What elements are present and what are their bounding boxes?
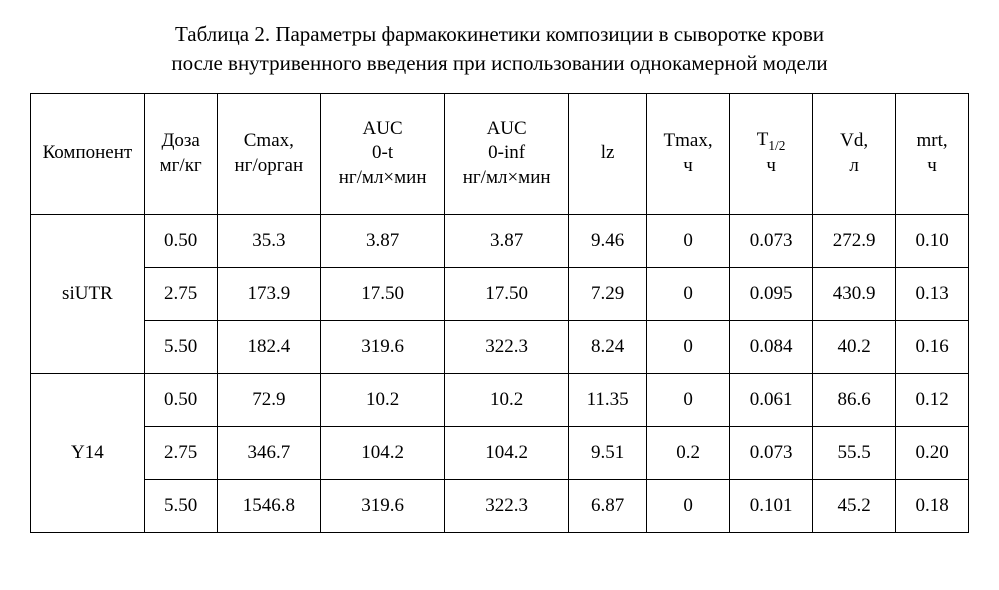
header-row: Компонент Доза мг/кг Cmax, нг/орган AUC … — [31, 93, 969, 214]
table-row: 5.50 182.4 319.6 322.3 8.24 0 0.084 40.2… — [31, 320, 969, 373]
cell-vd: 430.9 — [813, 267, 896, 320]
header-t-half: T1/2 ч — [730, 93, 813, 214]
table-row: 2.75 346.7 104.2 104.2 9.51 0.2 0.073 55… — [31, 426, 969, 479]
cell-t12: 0.073 — [730, 214, 813, 267]
cell-auc0inf: 104.2 — [445, 426, 569, 479]
header-auc-0t: AUC 0-t нг/мл×мин — [321, 93, 445, 214]
cell-auc0inf: 322.3 — [445, 479, 569, 532]
cell-auc0t: 319.6 — [321, 320, 445, 373]
cell-cmax: 35.3 — [217, 214, 321, 267]
cell-auc0t: 319.6 — [321, 479, 445, 532]
cell-dose: 2.75 — [144, 267, 217, 320]
cell-mrt: 0.12 — [896, 373, 969, 426]
cell-mrt: 0.10 — [896, 214, 969, 267]
header-auc-0inf: AUC 0-inf нг/мл×мин — [445, 93, 569, 214]
component-cell: Y14 — [31, 373, 145, 532]
header-tmax: Tmax, ч — [647, 93, 730, 214]
cell-vd: 55.5 — [813, 426, 896, 479]
cell-auc0t: 10.2 — [321, 373, 445, 426]
cell-vd: 86.6 — [813, 373, 896, 426]
cell-dose: 5.50 — [144, 320, 217, 373]
cell-mrt: 0.13 — [896, 267, 969, 320]
component-cell: siUTR — [31, 214, 145, 373]
cell-auc0t: 3.87 — [321, 214, 445, 267]
table-row: Y14 0.50 72.9 10.2 10.2 11.35 0 0.061 86… — [31, 373, 969, 426]
cell-mrt: 0.16 — [896, 320, 969, 373]
cell-dose: 2.75 — [144, 426, 217, 479]
cell-lz: 7.29 — [569, 267, 647, 320]
cell-lz: 8.24 — [569, 320, 647, 373]
cell-auc0inf: 3.87 — [445, 214, 569, 267]
cell-lz: 9.51 — [569, 426, 647, 479]
cell-vd: 272.9 — [813, 214, 896, 267]
cell-cmax: 173.9 — [217, 267, 321, 320]
cell-cmax: 72.9 — [217, 373, 321, 426]
cell-vd: 40.2 — [813, 320, 896, 373]
cell-mrt: 0.20 — [896, 426, 969, 479]
cell-tmax: 0 — [647, 214, 730, 267]
caption-line-2: после внутривенного введения при использ… — [171, 51, 827, 75]
cell-dose: 0.50 — [144, 373, 217, 426]
cell-lz: 6.87 — [569, 479, 647, 532]
table-row: 5.50 1546.8 319.6 322.3 6.87 0 0.101 45.… — [31, 479, 969, 532]
cell-vd: 45.2 — [813, 479, 896, 532]
cell-lz: 11.35 — [569, 373, 647, 426]
header-vd: Vd, л — [813, 93, 896, 214]
cell-mrt: 0.18 — [896, 479, 969, 532]
cell-t12: 0.095 — [730, 267, 813, 320]
cell-cmax: 346.7 — [217, 426, 321, 479]
cell-auc0inf: 322.3 — [445, 320, 569, 373]
cell-tmax: 0 — [647, 479, 730, 532]
cell-tmax: 0 — [647, 373, 730, 426]
cell-t12: 0.101 — [730, 479, 813, 532]
header-cmax: Cmax, нг/орган — [217, 93, 321, 214]
cell-tmax: 0.2 — [647, 426, 730, 479]
cell-dose: 5.50 — [144, 479, 217, 532]
cell-auc0inf: 10.2 — [445, 373, 569, 426]
header-component: Компонент — [31, 93, 145, 214]
cell-t12: 0.061 — [730, 373, 813, 426]
cell-auc0inf: 17.50 — [445, 267, 569, 320]
cell-tmax: 0 — [647, 267, 730, 320]
cell-t12: 0.073 — [730, 426, 813, 479]
header-dose: Доза мг/кг — [144, 93, 217, 214]
table-row: siUTR 0.50 35.3 3.87 3.87 9.46 0 0.073 2… — [31, 214, 969, 267]
header-lz: lz — [569, 93, 647, 214]
cell-cmax: 1546.8 — [217, 479, 321, 532]
cell-auc0t: 104.2 — [321, 426, 445, 479]
table-row: 2.75 173.9 17.50 17.50 7.29 0 0.095 430.… — [31, 267, 969, 320]
cell-cmax: 182.4 — [217, 320, 321, 373]
pharmacokinetics-table: Компонент Доза мг/кг Cmax, нг/орган AUC … — [30, 93, 969, 533]
table-body: siUTR 0.50 35.3 3.87 3.87 9.46 0 0.073 2… — [31, 214, 969, 532]
cell-t12: 0.084 — [730, 320, 813, 373]
table-caption: Таблица 2. Параметры фармакокинетики ком… — [30, 20, 969, 79]
cell-auc0t: 17.50 — [321, 267, 445, 320]
caption-line-1: Таблица 2. Параметры фармакокинетики ком… — [175, 22, 824, 46]
cell-lz: 9.46 — [569, 214, 647, 267]
header-mrt: mrt, ч — [896, 93, 969, 214]
cell-tmax: 0 — [647, 320, 730, 373]
cell-dose: 0.50 — [144, 214, 217, 267]
